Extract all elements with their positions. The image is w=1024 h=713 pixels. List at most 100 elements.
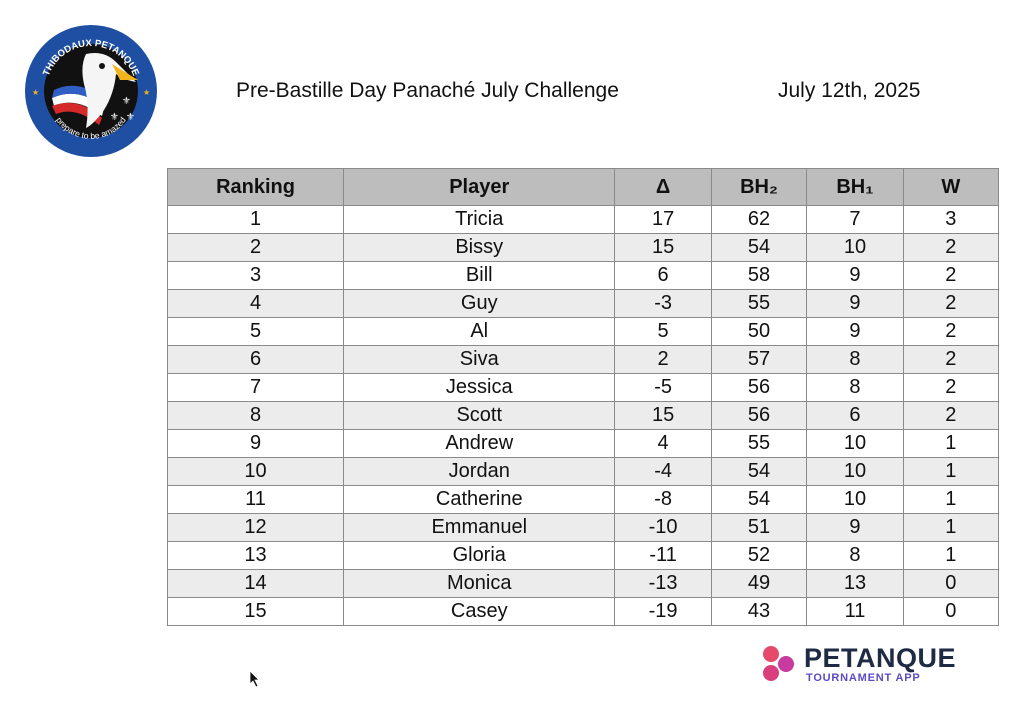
svg-text:⚜: ⚜ — [110, 112, 119, 123]
cell-player: Gloria — [343, 541, 616, 570]
svg-text:★: ★ — [143, 88, 150, 97]
cell-bh1: 8 — [806, 373, 904, 402]
cell-bh1: 10 — [806, 485, 904, 514]
table-row: 11 Catherine -8 54 10 1 — [166, 485, 1000, 514]
table-row: 14 Monica -13 49 13 0 — [166, 569, 1000, 598]
petanque-app-brand: PETANQUE TOURNAMENT APP — [760, 643, 960, 685]
cell-player: Jessica — [343, 373, 616, 402]
table-header-row: Ranking Player Δ BH₂ BH₁ W — [166, 168, 1000, 206]
cell-player: Catherine — [343, 485, 616, 514]
cell-rank: 12 — [166, 513, 345, 542]
cell-w: 1 — [902, 457, 1000, 486]
cell-rank: 5 — [166, 317, 345, 346]
cell-player: Jordan — [343, 457, 616, 486]
cell-bh1: 13 — [806, 569, 904, 598]
cell-bh1: 10 — [806, 429, 904, 458]
cell-rank: 10 — [166, 457, 345, 486]
cell-bh2: 57 — [710, 345, 808, 374]
cell-rank: 3 — [166, 261, 345, 290]
cell-rank: 13 — [166, 541, 345, 570]
svg-text:⚜: ⚜ — [122, 96, 131, 107]
brand-balls-icon — [763, 646, 794, 681]
cell-rank: 1 — [166, 205, 345, 234]
cell-w: 1 — [902, 541, 1000, 570]
table-row: 10 Jordan -4 54 10 1 — [166, 457, 1000, 486]
cell-player: Bissy — [343, 233, 616, 262]
cell-delta: 15 — [614, 401, 712, 430]
cell-rank: 14 — [166, 569, 345, 598]
cell-delta: -10 — [614, 513, 712, 542]
cell-delta: 6 — [614, 261, 712, 290]
cell-w: 1 — [902, 513, 1000, 542]
cell-bh2: 56 — [710, 401, 808, 430]
cell-bh1: 9 — [806, 289, 904, 318]
column-header-delta: Δ — [614, 168, 712, 206]
cell-rank: 7 — [166, 373, 345, 402]
cell-delta: -11 — [614, 541, 712, 570]
cell-w: 2 — [902, 401, 1000, 430]
event-date: July 12th, 2025 — [778, 79, 921, 102]
column-header-player: Player — [343, 168, 616, 206]
cell-w: 2 — [902, 289, 1000, 318]
cell-w: 3 — [902, 205, 1000, 234]
cell-bh1: 8 — [806, 345, 904, 374]
cell-player: Monica — [343, 569, 616, 598]
cell-bh1: 8 — [806, 541, 904, 570]
cell-bh1: 11 — [806, 597, 904, 626]
cell-rank: 2 — [166, 233, 345, 262]
cell-delta: -13 — [614, 569, 712, 598]
cell-rank: 8 — [166, 401, 345, 430]
cell-player: Siva — [343, 345, 616, 374]
table-row: 9 Andrew 4 55 10 1 — [166, 429, 1000, 458]
cell-bh2: 43 — [710, 597, 808, 626]
cell-player: Guy — [343, 289, 616, 318]
cell-bh2: 55 — [710, 289, 808, 318]
cell-delta: 15 — [614, 233, 712, 262]
cell-bh2: 54 — [710, 457, 808, 486]
table-row: 12 Emmanuel -10 51 9 1 — [166, 513, 1000, 542]
svg-text:⚜: ⚜ — [126, 112, 135, 123]
cell-rank: 11 — [166, 485, 345, 514]
cell-bh2: 54 — [710, 485, 808, 514]
event-title: Pre-Bastille Day Panaché July Challenge — [236, 79, 619, 102]
cell-bh2: 52 — [710, 541, 808, 570]
column-header-bh1: BH₁ — [806, 168, 904, 206]
cell-w: 0 — [902, 569, 1000, 598]
column-header-w: W — [902, 168, 1000, 206]
mouse-cursor-icon — [249, 670, 260, 688]
standings-table: Ranking Player Δ BH₂ BH₁ W 1 Tricia 17 62 7 3… — [166, 168, 1000, 626]
cell-bh1: 9 — [806, 513, 904, 542]
cell-player: Andrew — [343, 429, 616, 458]
cell-w: 2 — [902, 261, 1000, 290]
cell-player: Bill — [343, 261, 616, 290]
cell-w: 2 — [902, 317, 1000, 346]
cell-player: Al — [343, 317, 616, 346]
cell-delta: 4 — [614, 429, 712, 458]
cell-delta: 17 — [614, 205, 712, 234]
cell-w: 1 — [902, 429, 1000, 458]
cell-bh1: 10 — [806, 233, 904, 262]
svg-text:★: ★ — [32, 88, 39, 97]
cell-player: Tricia — [343, 205, 616, 234]
cell-delta: 5 — [614, 317, 712, 346]
cell-bh1: 6 — [806, 401, 904, 430]
table-row: 2 Bissy 15 54 10 2 — [166, 233, 1000, 262]
cell-bh2: 54 — [710, 233, 808, 262]
table-row: 7 Jessica -5 56 8 2 — [166, 373, 1000, 402]
cell-delta: -8 — [614, 485, 712, 514]
table-row: 1 Tricia 17 62 7 3 — [166, 205, 1000, 234]
table-row: 4 Guy -3 55 9 2 — [166, 289, 1000, 318]
cell-bh1: 10 — [806, 457, 904, 486]
table-row: 6 Siva 2 57 8 2 — [166, 345, 1000, 374]
cell-w: 0 — [902, 597, 1000, 626]
cell-delta: -5 — [614, 373, 712, 402]
brand-subtitle: TOURNAMENT APP — [806, 672, 921, 684]
cell-player: Casey — [343, 597, 616, 626]
cell-player: Emmanuel — [343, 513, 616, 542]
table-row: 13 Gloria -11 52 8 1 — [166, 541, 1000, 570]
cell-bh2: 58 — [710, 261, 808, 290]
cell-rank: 4 — [166, 289, 345, 318]
cell-w: 2 — [902, 345, 1000, 374]
cell-bh2: 50 — [710, 317, 808, 346]
table-row: 5 Al 5 50 9 2 — [166, 317, 1000, 346]
